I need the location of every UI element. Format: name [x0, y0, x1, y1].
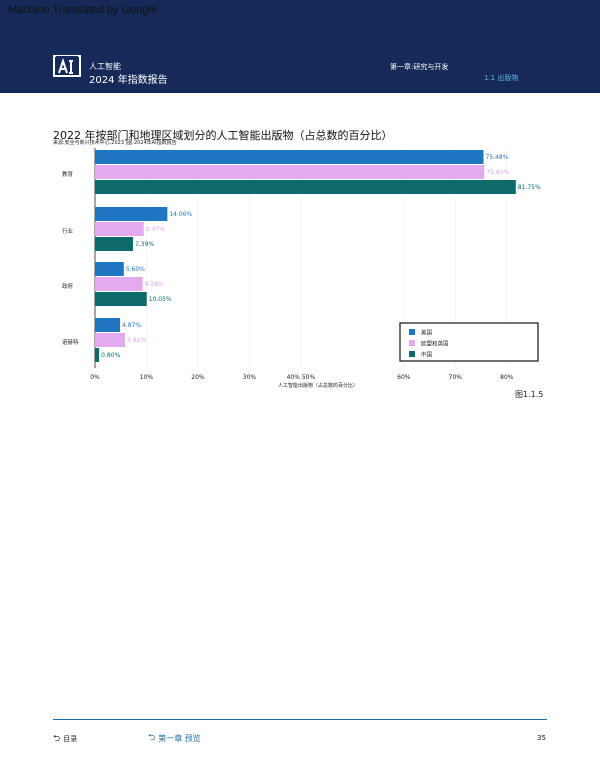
figure-label: 图1.1.5 — [515, 390, 544, 399]
x-tick-label: 70% — [449, 374, 463, 381]
ai-logo-icon — [53, 55, 81, 77]
category-label: 教育 — [62, 170, 74, 178]
bar — [95, 333, 125, 347]
toc-label: 目录 — [63, 735, 78, 743]
bar — [95, 165, 485, 179]
chapter-preview-label: 第一章 预览 — [158, 734, 201, 743]
category-label: 行业 — [62, 227, 74, 235]
machine-translation-watermark: Machine Translated by Google — [8, 4, 158, 16]
bar — [95, 237, 134, 251]
chapter-preview-link[interactable]: ⮌ 第一章 预览 — [148, 733, 201, 744]
toc-link[interactable]: ⮌ 目录 — [53, 734, 77, 744]
category-label: 政府 — [62, 282, 74, 290]
report-name: 人工智能 — [89, 62, 121, 71]
data-label: 0.80% — [101, 352, 120, 359]
bar — [95, 150, 484, 164]
page-number: 35 — [537, 734, 546, 742]
data-label: 81.75% — [518, 184, 541, 191]
data-label: 5.60% — [126, 266, 145, 273]
legend-label: 欧盟和英国 — [421, 340, 449, 348]
bar — [95, 262, 124, 276]
bar — [95, 222, 144, 236]
chapter-title: 第一章:研究与开发 — [390, 63, 449, 71]
legend-swatch — [409, 340, 415, 346]
bar — [95, 277, 143, 291]
bar — [95, 348, 100, 362]
return-arrow-icon: ⮌ — [53, 733, 61, 744]
chart-source: 来源:安全与新兴技术中心,2023 |图:2024年AI指数报告 — [53, 140, 177, 146]
bar — [95, 207, 168, 221]
data-label: 9.28% — [145, 281, 164, 288]
return-arrow-icon: ⮌ — [148, 733, 156, 743]
x-tick-label: 20% — [191, 374, 205, 381]
x-tick-label: 0% — [90, 374, 100, 381]
data-label: 5.82% — [127, 337, 146, 344]
data-label: 9.47% — [146, 226, 165, 233]
section-link[interactable]: 1.1 出版物 — [484, 74, 519, 82]
category-label: 诺赫特 — [62, 338, 79, 346]
x-tick-label: 40% 50% — [287, 374, 316, 381]
bar — [95, 180, 516, 194]
legend-label: 中国 — [421, 351, 433, 359]
legend-label: 美国 — [421, 329, 433, 337]
bar — [95, 318, 121, 332]
chart-title: 2022 年按部门和地理区域划分的人工智能出版物（占总数的百分比） — [53, 129, 393, 142]
data-label: 4.87% — [122, 322, 141, 329]
report-year: 2024 年指数报告 — [89, 75, 168, 86]
data-label: 75.63% — [486, 169, 509, 176]
x-tick-label: 80% — [500, 374, 514, 381]
footer-divider — [53, 719, 547, 720]
data-label: 10.05% — [149, 296, 172, 303]
data-label: 14.06% — [169, 211, 192, 218]
x-tick-label: 10% — [140, 374, 154, 381]
data-label: 7.39% — [135, 241, 154, 248]
x-tick-label: 30% — [243, 374, 257, 381]
x-tick-label: 60% — [397, 374, 411, 381]
legend-box — [399, 322, 539, 362]
x-axis-label: 人工智能出版物（占总数的百分比） — [278, 382, 358, 389]
legend-swatch — [409, 351, 415, 357]
page-header: 人工智能 2024 年指数报告 第一章:研究与开发 1.1 出版物 — [0, 0, 600, 93]
data-label: 75.48% — [486, 154, 509, 161]
bar — [95, 292, 147, 306]
bar-chart: 教育 75.48% 75.63% 81.75% 行业 14.06% 9.47% 7.39% 政府… — [62, 148, 541, 389]
legend-swatch — [409, 329, 415, 335]
